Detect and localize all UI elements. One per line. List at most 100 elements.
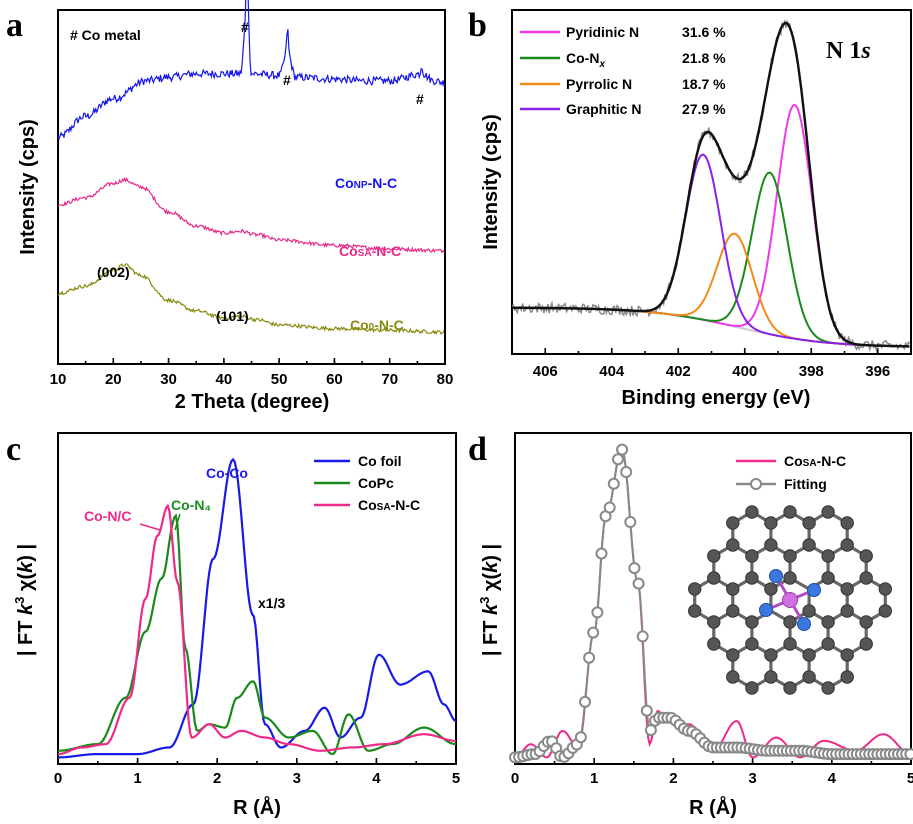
- xps-component-2: [512, 232, 910, 348]
- carbon-atom: [726, 670, 740, 684]
- x-tick-label: 40: [216, 371, 233, 388]
- carbon-atom: [840, 582, 854, 596]
- panel-a-x-label: 2 Theta (degree): [175, 391, 329, 413]
- fitting-marker: [579, 695, 591, 708]
- ft-series-cosa-d: [514, 448, 912, 759]
- panel-a-series: [57, 0, 445, 336]
- legend-label-cosa-d-main: Co: [784, 453, 803, 469]
- carbon-atom: [840, 538, 854, 552]
- series-label-conp-sub: NP: [354, 180, 368, 191]
- carbon-atom: [802, 538, 816, 552]
- panel-b-title-italic: s: [860, 38, 870, 64]
- panel-c-x-label: R (Å): [233, 795, 281, 819]
- panel-label-a: a: [6, 7, 23, 44]
- carbon-atom: [707, 549, 721, 563]
- legend-label-conx-main: Co-N: [566, 50, 599, 66]
- carbon-atom: [764, 648, 778, 662]
- carbon-atom: [764, 670, 778, 684]
- panel-b-title: N 1s: [826, 38, 871, 64]
- legend-label-conx: Co-Nx: [566, 50, 605, 70]
- legend-label-pyridinic: Pyridinic N: [566, 24, 639, 40]
- x-tick-label: 20: [105, 371, 122, 388]
- series-line-2: [57, 263, 445, 336]
- panel-b-title-main: N 1: [826, 38, 861, 64]
- carbon-atom: [745, 549, 759, 563]
- x-tick-label: 30: [160, 371, 177, 388]
- annotation-co-metal: # Co metal: [70, 27, 141, 43]
- carbon-atom: [840, 516, 854, 530]
- panel-a: a 10 20 30 40 50 60 70 80 2 Theta (degree) Inte…: [6, 0, 453, 413]
- fitting-marker: [591, 606, 604, 619]
- x-tick-label: 0: [511, 770, 519, 787]
- carbon-atom: [764, 582, 778, 596]
- fitting-marker: [624, 516, 637, 528]
- carbon-atom: [802, 648, 816, 662]
- carbon-atom: [783, 681, 797, 695]
- carbon-atom: [726, 516, 740, 530]
- panel-d-y-label: | FT k3 χ(k) |: [477, 544, 502, 656]
- annotation-hash-3: #: [416, 91, 424, 107]
- x-tick-label: 50: [271, 371, 288, 388]
- fitting-marker: [574, 731, 587, 744]
- fitting-marker: [632, 577, 645, 590]
- x-tick-label: 5: [452, 770, 460, 787]
- fitting-marker: [640, 704, 653, 717]
- x-tick-label: 398: [799, 363, 824, 380]
- carbon-atom: [821, 681, 835, 695]
- panel-b-legend: Pyridinic N 31.6 % Co-Nx 21.8 % Pyrrolic…: [520, 24, 726, 117]
- panel-c-x-ticks: 0 1 2 3 4 5: [54, 758, 460, 787]
- carbon-atom: [821, 549, 835, 563]
- series-label-co0-main: Co: [350, 317, 369, 333]
- panel-b-x-label: Binding energy (eV): [622, 387, 811, 409]
- fitting-marker: [583, 651, 596, 664]
- carbon-atom: [764, 538, 778, 552]
- panel-c-y-label-c: ) |: [15, 544, 37, 562]
- legend-percent-pyridinic: 31.6 %: [682, 24, 726, 40]
- annotation-101: (101): [216, 308, 249, 324]
- carbon-atom: [745, 681, 759, 695]
- panel-d-y-label-k2: k: [480, 561, 502, 573]
- carbon-atom: [821, 505, 835, 519]
- carbon-atom: [707, 571, 721, 585]
- carbon-atom: [726, 604, 740, 618]
- carbon-atom: [802, 604, 816, 618]
- carbon-atom: [726, 648, 740, 662]
- carbon-atom: [878, 582, 892, 596]
- fitting-marker: [587, 626, 600, 639]
- carbon-atom: [783, 615, 797, 629]
- x-tick-label: 396: [865, 363, 890, 380]
- carbon-atom: [745, 571, 759, 585]
- legend-percent-pyrrolic: 18.7 %: [682, 76, 726, 92]
- fitting-marker: [620, 466, 633, 478]
- carbon-atom: [707, 615, 721, 629]
- x-tick-label: 404: [599, 363, 625, 380]
- fitting-marker: [628, 562, 641, 575]
- xps-raw-data-line: [511, 19, 911, 353]
- panel-c-y-label-k2: k: [15, 561, 37, 573]
- legend-label-co-foil: Co foil: [358, 453, 402, 469]
- annotation-co-co: Co-Co: [206, 465, 248, 481]
- carbon-atom: [802, 516, 816, 530]
- molecular-structure-icon: [688, 505, 892, 695]
- carbon-atom: [745, 637, 759, 651]
- legend-label-cosa-c-main: Co: [358, 497, 377, 513]
- panel-c-y-label-3: 3: [12, 597, 27, 604]
- x-tick-label: 402: [666, 363, 691, 380]
- carbon-atom: [840, 604, 854, 618]
- carbon-atom: [821, 637, 835, 651]
- carbon-atom: [859, 637, 873, 651]
- fitting-marker: [612, 453, 624, 466]
- annotation-hash-1: #: [241, 19, 249, 35]
- panel-c-y-label-a: | FT: [15, 615, 37, 656]
- xps-envelope-line: [512, 21, 910, 348]
- x-tick-label: 1: [133, 770, 141, 787]
- legend-label-cosa-c-sub: SA: [377, 502, 391, 513]
- fitting-marker: [603, 501, 616, 514]
- arrow-co-n4: [174, 513, 181, 531]
- annotation-hash-2: #: [283, 72, 291, 88]
- carbon-atom: [859, 571, 873, 585]
- panel-d-series: [509, 443, 913, 764]
- fitting-marker: [644, 724, 657, 737]
- x-tick-label: 60: [326, 371, 343, 388]
